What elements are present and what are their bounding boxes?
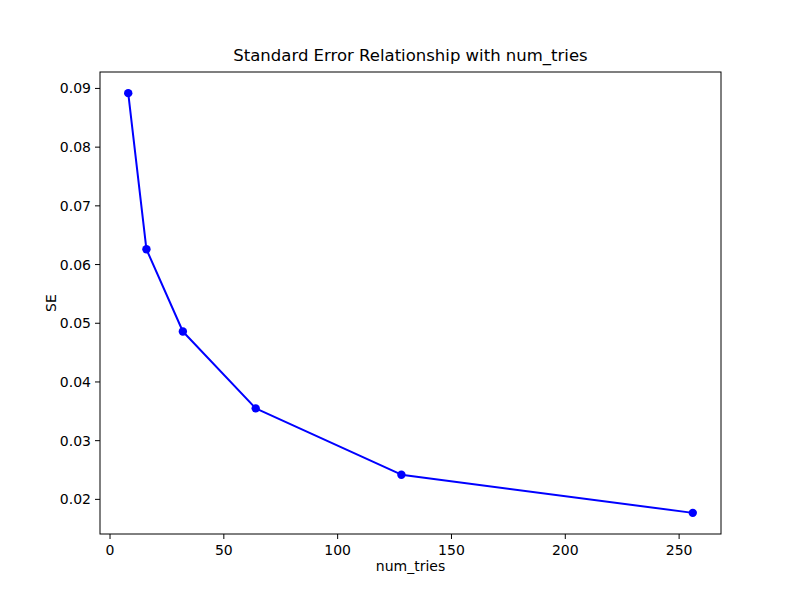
y-tick-label: 0.04 — [60, 374, 91, 390]
y-tick-label: 0.09 — [60, 80, 91, 96]
x-tick-label: 150 — [438, 542, 465, 558]
y-tick-label: 0.06 — [60, 257, 91, 273]
data-point-marker — [179, 327, 187, 335]
data-point-marker — [124, 89, 132, 97]
y-tick-label: 0.08 — [60, 139, 91, 155]
line-chart-canvas: 0 50 100 150 200 250 0.02 0.03 0.04 0.05 0.06 0.07 0… — [0, 0, 800, 600]
x-tick-label: 250 — [666, 542, 693, 558]
data-point-marker — [252, 404, 260, 412]
x-tick-label: 0 — [106, 542, 115, 558]
y-tick-label: 0.05 — [60, 315, 91, 331]
data-point-marker — [397, 471, 405, 479]
y-tick-label: 0.02 — [60, 491, 91, 507]
y-tick-label: 0.07 — [60, 198, 91, 214]
y-tick-label: 0.03 — [60, 433, 91, 449]
y-axis-label: SE — [43, 294, 59, 312]
x-axis-label: num_tries — [376, 558, 445, 574]
se-data-line — [128, 93, 693, 513]
plot-area: 0 50 100 150 200 250 0.02 0.03 0.04 0.05 0.06 0.07 0… — [60, 72, 721, 558]
x-tick-label: 100 — [324, 542, 351, 558]
data-point-marker — [142, 245, 150, 253]
x-tick-label: 50 — [215, 542, 233, 558]
data-point-marker — [689, 509, 697, 517]
axes-spines — [100, 72, 721, 534]
x-tick-label: 200 — [552, 542, 579, 558]
chart-title: Standard Error Relationship with num_tri… — [233, 46, 587, 66]
matplotlib-figure: 0 50 100 150 200 250 0.02 0.03 0.04 0.05 0.06 0.07 0… — [0, 0, 800, 600]
